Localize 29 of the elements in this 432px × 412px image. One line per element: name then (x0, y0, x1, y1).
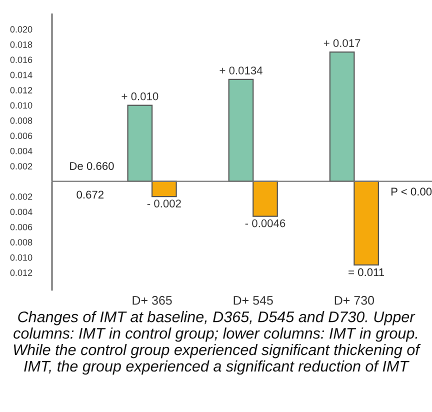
y-tick-label: 0.014 (10, 72, 32, 78)
x-tick-label: D+ 730 (334, 296, 374, 305)
y-tick-label: 0.016 (10, 56, 32, 63)
y-tick-label: 0.002 (10, 193, 32, 200)
annotation: P < 0.00 (391, 188, 432, 196)
y-tick-label: 0.018 (10, 41, 32, 48)
y-tick-label: 0.010 (10, 254, 32, 261)
y-tick-label: 0.004 (10, 208, 32, 216)
y-tick-label: 0.006 (10, 224, 32, 230)
y-tick-label: 0.012 (10, 270, 32, 276)
data-label: + 0.017 (324, 39, 360, 48)
y-tick-label: 0.004 (10, 148, 32, 154)
data-label: - 0.002 (147, 200, 181, 208)
text: Changes of IMT at baseline, D365, D545 and D730. Upper columns: IMT in control group; lower columns: IMT in group. While the control group experienced significant thickening of IMT, the group experienced a significant reduction of IMT (14, 311, 421, 375)
data-label: + 0.0134 (220, 66, 262, 74)
y-tick-label: 0.012 (10, 87, 32, 94)
annotation: = 0.011 (348, 268, 384, 276)
data-label: - 0.0046 (245, 219, 286, 228)
data-label: + 0.010 (122, 92, 158, 100)
y-tick-label: 0.008 (10, 117, 32, 124)
annotation: 0.672 (76, 190, 104, 199)
y-tick-label: 0.006 (10, 132, 32, 140)
x-tick-label: D+ 365 (132, 296, 172, 305)
y-tick-label: 0.008 (10, 239, 32, 246)
y-tick-label: 0.010 (10, 102, 32, 109)
y-tick-label: 0.002 (10, 163, 32, 170)
annotation: De 0.660 (70, 162, 114, 170)
y-tick-label: 0.020 (10, 26, 32, 33)
x-tick-label: D+ 545 (234, 296, 273, 305)
